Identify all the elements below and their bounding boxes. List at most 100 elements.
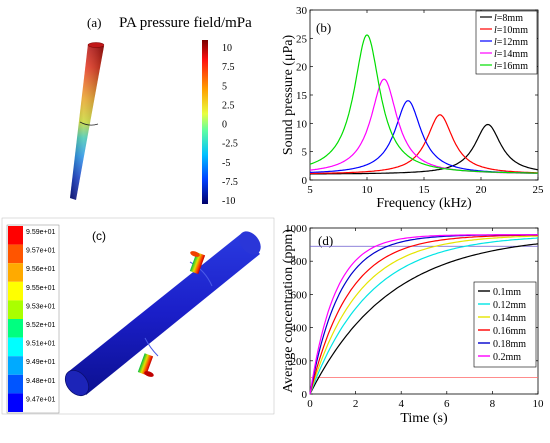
- legend-label: l=8mm: [494, 13, 523, 24]
- series-line: [310, 100, 538, 174]
- legend-label: l=16mm: [494, 61, 528, 72]
- colorbar-tick-label: 2.5: [222, 100, 235, 111]
- chart-d-frame: [309, 227, 539, 395]
- x-tick-label: 4: [398, 398, 404, 410]
- colorbar-tick-label: -2.5: [222, 139, 238, 150]
- legend-color-swatch: [8, 356, 23, 375]
- legend-value-label: 9.57e+01: [26, 248, 55, 255]
- y-tick-label: 0: [302, 175, 308, 187]
- pressure-tube: [70, 42, 105, 200]
- legend-label: l=10mm: [494, 25, 528, 36]
- panel-a: (a) PA pressure field/mPa 10 7.5 5 2.5 0 -2.5…: [70, 15, 252, 207]
- legend-color-swatch: [8, 393, 23, 412]
- y-tick-label: 10: [296, 118, 308, 130]
- chart-d-xlabel: Time (s): [400, 411, 448, 426]
- legend-value-label: 9.59e+01: [26, 229, 55, 236]
- legend-color-swatch: [8, 319, 23, 338]
- legend-label: 0.18mm: [493, 339, 526, 350]
- legend-value-label: 9.48e+01: [26, 378, 55, 385]
- chart-b-xlabel: Frequency (kHz): [376, 196, 472, 211]
- y-tick-label: 30: [296, 5, 308, 17]
- chart-d-ticks: 0 2 4 6 8 10 0 200 400 600 800 1000: [285, 223, 544, 410]
- y-tick-label: 20: [296, 62, 308, 74]
- x-tick-label: 8: [490, 398, 496, 410]
- legend-label: 0.1mm: [493, 287, 521, 298]
- pressure-colorbar-ticks: 10 7.5 5 2.5 0 -2.5 -5 -7.5 -10: [222, 43, 238, 207]
- series-line: [309, 34, 538, 174]
- x-tick-label: 20: [476, 184, 488, 196]
- panel-c: 9.59e+01 9.57e+01 9.56e+01 9.55e+01 9.53e+01…: [1, 217, 275, 415]
- y-tick-label: 400: [291, 323, 308, 335]
- series-line: [309, 78, 538, 174]
- pressure-colorbar: [202, 40, 208, 204]
- series-line: [309, 243, 539, 395]
- y-tick-label: 800: [291, 256, 308, 268]
- panel-a-label: (a): [87, 15, 101, 30]
- legend-value-label: 9.55e+01: [26, 285, 55, 292]
- legend-label: 0.2mm: [493, 352, 521, 363]
- legend-color-swatch: [8, 374, 23, 394]
- legend-label: 0.12mm: [493, 300, 526, 311]
- chart-b-series: [309, 34, 539, 175]
- y-tick-label: 200: [291, 356, 308, 368]
- legend-value-label: 9.53e+01: [26, 303, 55, 310]
- concentration-legend: 9.59e+01 9.57e+01 9.56e+01 9.55e+01 9.53e+01…: [6, 224, 60, 414]
- x-tick-label: 2: [353, 398, 359, 410]
- x-tick-label: 0: [307, 398, 313, 410]
- panel-d-label: (d): [318, 233, 333, 248]
- colorbar-tick-label: 7.5: [222, 62, 235, 73]
- series-line: [310, 114, 538, 174]
- legend-label: 0.14mm: [493, 313, 526, 324]
- legend-color-swatch: [8, 281, 23, 301]
- y-tick-label: 600: [291, 289, 308, 301]
- y-tick-label: 25: [296, 33, 308, 45]
- y-tick-label: 5: [302, 147, 308, 159]
- panel-d: (d) 0 2 4 6 8 10 0 200 400 600 800 1000 Time (s) Av…: [281, 223, 544, 426]
- series-line: [309, 234, 538, 395]
- x-tick-label: 15: [419, 184, 431, 196]
- x-tick-label: 10: [362, 184, 374, 196]
- panel-c-label: (c): [92, 229, 106, 243]
- colorbar-tick-label: 10: [222, 43, 232, 54]
- colorbar-tick-label: 0: [222, 120, 227, 131]
- legend-color-swatch: [8, 300, 23, 319]
- legend-value-label: 9.49e+01: [26, 359, 55, 366]
- legend-value-label: 9.51e+01: [26, 341, 55, 348]
- legend-value-label: 9.56e+01: [26, 266, 55, 273]
- colorbar-tick-label: -5: [222, 158, 230, 169]
- chart-d-ylabel: Average concentration (ppm): [281, 229, 296, 393]
- x-tick-label: 6: [444, 398, 450, 410]
- panel-a-title: PA pressure field/mPa: [119, 15, 252, 31]
- colorbar-tick-label: -10: [222, 196, 235, 207]
- y-tick-label: 0: [302, 389, 308, 401]
- legend-label: l=12mm: [494, 37, 528, 48]
- series-line: [309, 235, 539, 395]
- legend-color-swatch: [8, 244, 23, 264]
- x-tick-label: 10: [533, 398, 545, 410]
- series-line: [309, 234, 538, 395]
- chart-b-ylabel: Sound pressure (μPa): [281, 35, 296, 156]
- series-line: [310, 123, 539, 175]
- legend-color-swatch: [8, 263, 23, 282]
- y-tick-label: 15: [296, 90, 308, 102]
- pipe-model: [64, 231, 261, 397]
- x-tick-label: 25: [533, 184, 545, 196]
- legend-color-swatch: [8, 337, 23, 357]
- colorbar-tick-label: 5: [222, 81, 227, 92]
- panel-b-label: (b): [316, 20, 331, 35]
- legend-label: l=14mm: [494, 49, 528, 60]
- x-tick-label: 5: [307, 184, 313, 196]
- legend-value-label: 9.47e+01: [26, 396, 55, 403]
- chart-d-legend: 0.1mm 0.12mm 0.14mm 0.16mm 0.18mm 0.2mm: [473, 281, 537, 368]
- legend-value-label: 9.52e+01: [26, 322, 55, 329]
- colorbar-tick-label: -7.5: [222, 177, 238, 188]
- chart-d-series: [309, 234, 539, 395]
- y-tick-label: 1000: [285, 223, 308, 235]
- legend-label: 0.16mm: [493, 326, 526, 337]
- series-line: [309, 237, 539, 395]
- legend-color-swatch: [8, 226, 23, 245]
